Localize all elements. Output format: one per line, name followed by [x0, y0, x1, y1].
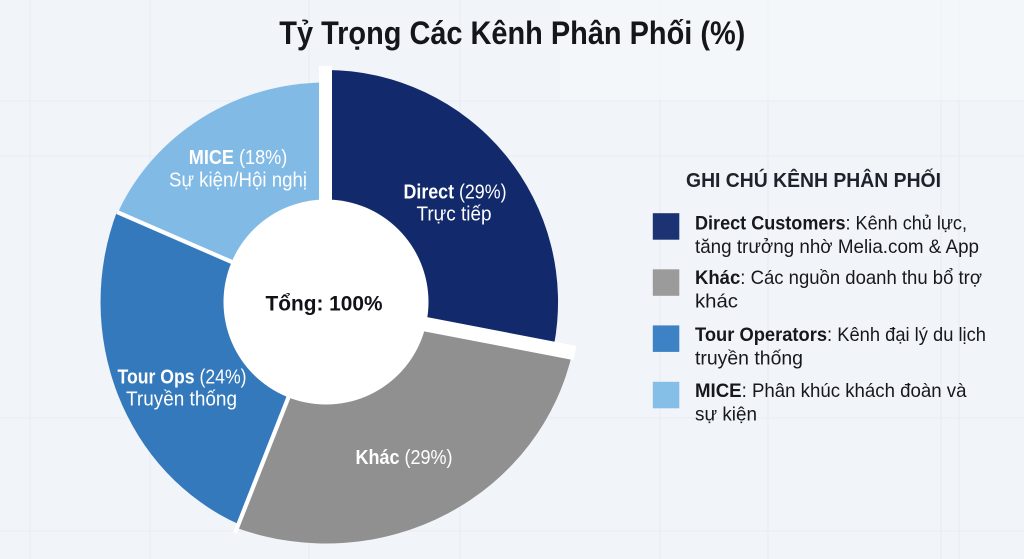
svg-text:Truyền thống: Truyền thống: [126, 389, 237, 411]
svg-text:Direct Customers: Kênh chủ lực: Direct Customers: Kênh chủ lực,: [695, 213, 967, 235]
svg-text:Tour Ops (24%): Tour Ops (24%): [118, 367, 247, 389]
svg-text:MICE: Phân khúc khách đoàn và: MICE: Phân khúc khách đoàn và: [695, 380, 967, 402]
svg-text:Tổng: 100%: Tổng: 100%: [266, 291, 383, 315]
svg-text:Khác: Các nguồn doanh thu bổ t: Khác: Các nguồn doanh thu bổ trợ: [695, 267, 982, 289]
svg-text:Khác (29%): Khác (29%): [356, 447, 453, 469]
svg-text:Tỷ Trọng Các Kênh Phân Phối (%: Tỷ Trọng Các Kênh Phân Phối (%): [279, 15, 745, 51]
svg-text:sự kiện: sự kiện: [695, 404, 757, 426]
svg-text:khác: khác: [695, 290, 738, 312]
svg-text:Direct (29%): Direct (29%): [404, 182, 507, 204]
svg-text:truyền thống: truyền thống: [695, 348, 803, 370]
svg-text:Sự kiện/Hội nghị: Sự kiện/Hội nghị: [169, 170, 307, 192]
svg-text:tăng trưởng nhờ Melia.com & Ap: tăng trưởng nhờ Melia.com & App: [695, 236, 979, 258]
svg-text:Trực tiếp: Trực tiếp: [417, 204, 492, 226]
svg-text:Tour Operators: Kênh đại lý du: Tour Operators: Kênh đại lý du lịch: [695, 324, 986, 346]
svg-text:GHI CHÚ KÊNH PHÂN PHỐI: GHI CHÚ KÊNH PHÂN PHỐI: [686, 168, 941, 192]
svg-text:MICE (18%): MICE (18%): [189, 147, 288, 169]
